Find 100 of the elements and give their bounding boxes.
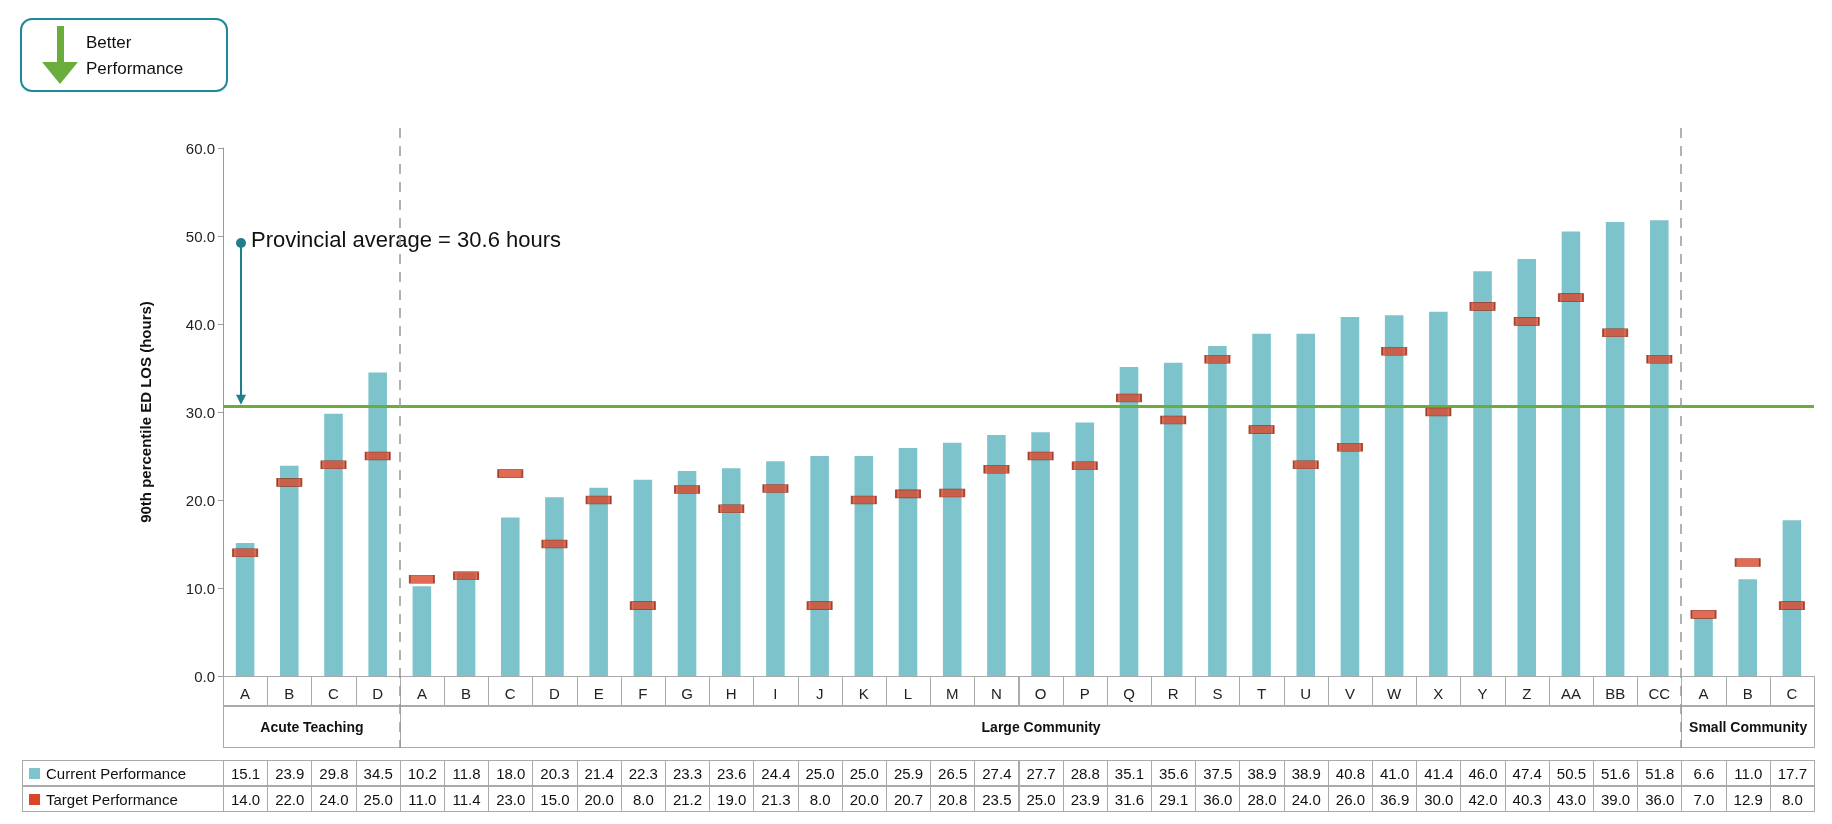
bar — [1119, 367, 1139, 676]
bar — [942, 442, 962, 676]
x-tick-label: A — [416, 685, 427, 702]
data-label: 20.8 — [930, 786, 976, 812]
x-tick-label: A — [240, 685, 251, 702]
data-label: 26.5 — [930, 760, 976, 786]
x-tick-label: H — [725, 685, 737, 702]
data-label: 38.9 — [1239, 760, 1285, 786]
y-tick-label: 0.0 — [194, 667, 215, 685]
x-tick-label: P — [1079, 685, 1090, 702]
bar — [1031, 432, 1050, 676]
data-label: 36.0 — [1195, 786, 1241, 812]
data-label: 41.4 — [1416, 760, 1462, 786]
x-tick-label: J — [815, 685, 824, 702]
data-label: 50.5 — [1548, 760, 1595, 786]
bar — [1384, 315, 1404, 676]
x-tick-label: C — [328, 685, 340, 702]
data-label: 11.8 — [443, 760, 490, 786]
bar — [1738, 579, 1757, 676]
data-label: 25.0 — [841, 760, 887, 786]
x-tick-label: M — [945, 685, 959, 702]
x-tick-label: O — [1034, 685, 1047, 702]
bar — [1075, 422, 1095, 676]
data-label: 20.0 — [841, 786, 887, 812]
data-label: 51.8 — [1637, 760, 1683, 786]
bar — [1782, 520, 1802, 676]
x-tick-label: S — [1212, 685, 1223, 702]
bar — [589, 487, 608, 676]
legend-label: Current Performance — [22, 760, 224, 786]
data-label: 40.8 — [1327, 760, 1374, 786]
x-tick-label: W — [1387, 685, 1403, 702]
data-label: 36.0 — [1637, 786, 1683, 812]
data-label: 25.0 — [1018, 786, 1064, 812]
data-label: 25.9 — [885, 760, 932, 786]
bar — [545, 497, 564, 676]
x-tick-label: CC — [1648, 685, 1671, 702]
text: Small Community — [1681, 706, 1815, 748]
bar — [280, 465, 299, 676]
data-label: 11.0 — [1725, 760, 1771, 786]
x-tick-label: B — [461, 685, 472, 702]
data-label: 22.0 — [267, 786, 313, 812]
x-tick-label: C — [1786, 685, 1798, 702]
x-tick-label: R — [1167, 685, 1179, 702]
data-label: 20.7 — [885, 786, 932, 812]
bar — [1694, 617, 1713, 676]
data-label: 23.5 — [974, 786, 1020, 812]
x-tick-label: X — [1433, 685, 1444, 702]
data-label: 46.0 — [1460, 760, 1506, 786]
data-label: 24.4 — [753, 760, 799, 786]
data-label: 15.1 — [223, 760, 269, 786]
data-label: 36.9 — [1372, 786, 1418, 812]
x-tick-label: B — [284, 685, 295, 702]
data-label: 23.6 — [709, 760, 755, 786]
data-label: 24.0 — [311, 786, 357, 812]
x-tick-label: B — [1742, 685, 1753, 702]
data-label: 40.3 — [1504, 786, 1550, 812]
x-tick-label: I — [773, 685, 778, 702]
data-label: 19.0 — [709, 786, 755, 812]
data-label: 22.3 — [620, 760, 666, 786]
y-tick-label: 10.0 — [185, 579, 215, 597]
x-tick-label: D — [372, 685, 384, 702]
bar — [1163, 362, 1183, 676]
x-tick-label: F — [638, 685, 648, 702]
data-label: 25.0 — [355, 786, 401, 812]
data-label: 11.0 — [399, 786, 445, 812]
bar — [766, 461, 785, 676]
x-tick-label: G — [681, 685, 693, 702]
bar — [368, 372, 387, 676]
bar — [1208, 346, 1227, 676]
data-label: 10.2 — [399, 760, 445, 786]
bar — [987, 434, 1006, 676]
data-label: 8.0 — [797, 786, 843, 812]
data-label: 42.0 — [1460, 786, 1506, 812]
data-label: 18.0 — [488, 760, 534, 786]
x-tick-label: K — [858, 685, 869, 702]
data-label: 21.3 — [753, 786, 799, 812]
x-tick-label: A — [1698, 685, 1709, 702]
y-axis-title: 90th percentile ED LOS (hours) — [137, 301, 154, 523]
data-label: 20.3 — [532, 760, 578, 786]
bar — [1561, 231, 1581, 676]
x-tick-label: U — [1300, 685, 1312, 702]
bar — [1473, 271, 1492, 676]
bar — [1296, 333, 1316, 676]
data-label: 25.0 — [797, 760, 843, 786]
x-tick-label: E — [593, 685, 604, 702]
data-label: 38.9 — [1283, 760, 1329, 786]
data-label: 6.6 — [1681, 760, 1727, 786]
data-label: 41.0 — [1372, 760, 1418, 786]
bar — [677, 470, 697, 676]
bar — [633, 479, 653, 676]
bar — [235, 543, 255, 676]
x-tick-label: T — [1256, 685, 1267, 702]
bar — [1605, 221, 1625, 676]
text: Better Performance — [86, 32, 185, 80]
data-label: 26.0 — [1327, 786, 1374, 812]
text: Large Community — [399, 706, 1683, 748]
legend-label: Target Performance — [22, 786, 224, 812]
data-label: 8.0 — [1769, 786, 1815, 812]
data-label: 11.4 — [443, 786, 490, 812]
bar — [1252, 333, 1271, 676]
